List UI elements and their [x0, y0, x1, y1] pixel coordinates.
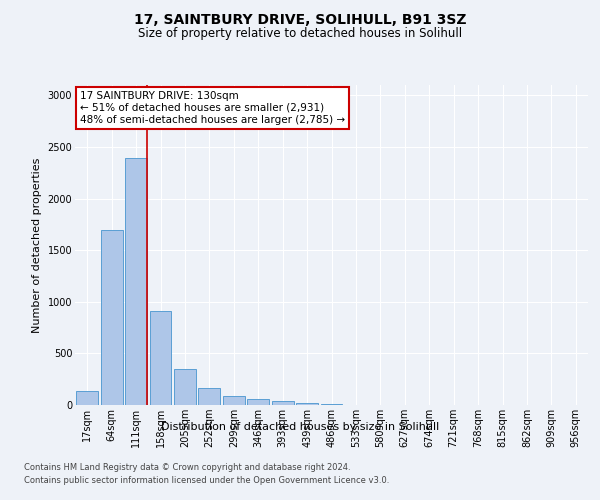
- Bar: [223, 396, 245, 405]
- Bar: [125, 158, 147, 405]
- Y-axis label: Number of detached properties: Number of detached properties: [32, 158, 42, 332]
- Text: Contains HM Land Registry data © Crown copyright and database right 2024.: Contains HM Land Registry data © Crown c…: [24, 462, 350, 471]
- Text: Size of property relative to detached houses in Solihull: Size of property relative to detached ho…: [138, 28, 462, 40]
- Bar: [76, 390, 98, 405]
- Bar: [272, 402, 293, 405]
- Bar: [247, 400, 269, 405]
- Bar: [149, 311, 172, 405]
- Bar: [174, 369, 196, 405]
- Text: 17 SAINTBURY DRIVE: 130sqm
← 51% of detached houses are smaller (2,931)
48% of s: 17 SAINTBURY DRIVE: 130sqm ← 51% of deta…: [80, 92, 345, 124]
- Bar: [101, 230, 122, 405]
- Bar: [296, 404, 318, 405]
- Text: Contains public sector information licensed under the Open Government Licence v3: Contains public sector information licen…: [24, 476, 389, 485]
- Bar: [199, 388, 220, 405]
- Bar: [320, 404, 343, 405]
- Text: Distribution of detached houses by size in Solihull: Distribution of detached houses by size …: [161, 422, 439, 432]
- Text: 17, SAINTBURY DRIVE, SOLIHULL, B91 3SZ: 17, SAINTBURY DRIVE, SOLIHULL, B91 3SZ: [134, 12, 466, 26]
